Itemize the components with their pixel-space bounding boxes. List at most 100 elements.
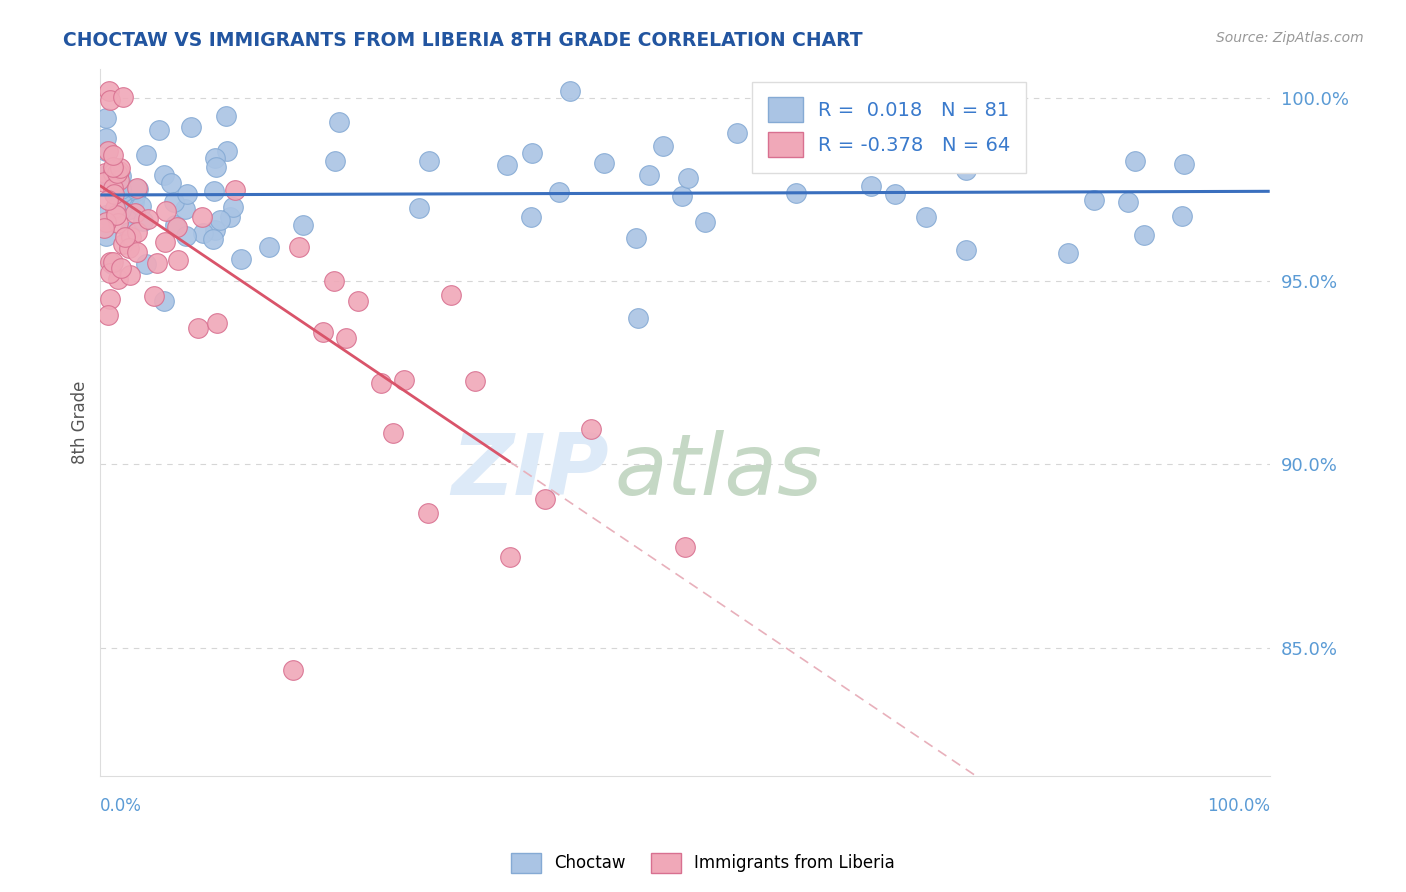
Point [108, 161, 131, 175]
Point [676, 171, 699, 186]
Point [1057, 245, 1080, 260]
Point [163, 195, 186, 210]
Point [323, 154, 346, 169]
Point [955, 243, 977, 257]
Point [110, 202, 132, 217]
Point [101, 148, 124, 162]
Point [201, 232, 224, 246]
Point [408, 202, 430, 216]
Point [124, 205, 146, 219]
Point [592, 155, 614, 169]
Point [969, 153, 991, 167]
Point [98, 292, 121, 306]
Point [135, 148, 157, 162]
Point [94, 215, 117, 229]
Point [1133, 228, 1156, 243]
Point [96, 144, 118, 158]
Point [671, 189, 693, 203]
Point [97, 308, 120, 322]
Point [100, 166, 122, 180]
Point [120, 202, 142, 216]
Point [97, 145, 120, 159]
Point [884, 186, 907, 201]
Point [98, 266, 121, 280]
Point [311, 325, 333, 339]
Point [108, 173, 131, 187]
Point [124, 182, 146, 196]
Point [416, 506, 439, 520]
Point [118, 225, 141, 239]
Point [785, 186, 807, 200]
Point [257, 240, 280, 254]
Point [1083, 193, 1105, 207]
Point [520, 210, 543, 224]
Point [110, 260, 132, 275]
Point [205, 160, 228, 174]
Point [103, 165, 125, 179]
Point [202, 185, 225, 199]
Point [112, 90, 135, 104]
Point [94, 166, 117, 180]
Point [124, 189, 146, 203]
Point [496, 158, 519, 172]
Y-axis label: 8th Grade: 8th Grade [72, 381, 89, 464]
Point [814, 147, 837, 161]
Text: 0.0%: 0.0% [100, 797, 142, 815]
Point [394, 373, 416, 387]
Point [955, 162, 977, 177]
Point [104, 201, 127, 215]
Text: atlas: atlas [614, 430, 823, 513]
Point [96, 131, 118, 145]
Point [93, 221, 115, 235]
Point [174, 228, 197, 243]
Point [93, 175, 115, 189]
Point [1173, 157, 1195, 171]
Point [103, 255, 125, 269]
Point [111, 237, 134, 252]
Point [440, 287, 463, 301]
Point [129, 199, 152, 213]
Point [725, 126, 748, 140]
Point [128, 182, 150, 196]
Point [1123, 154, 1146, 169]
Point [108, 163, 131, 178]
Point [370, 376, 392, 390]
Point [335, 331, 357, 345]
Point [533, 492, 555, 507]
Point [1170, 209, 1192, 223]
Point [131, 214, 153, 228]
Point [98, 83, 121, 97]
Point [915, 210, 938, 224]
Point [111, 190, 134, 204]
Point [651, 139, 673, 153]
Point [381, 425, 404, 440]
Point [105, 166, 128, 180]
Point [522, 146, 544, 161]
Point [97, 194, 120, 208]
Legend: R =  0.018   N = 81, R = -0.378   N = 64: R = 0.018 N = 81, R = -0.378 N = 64 [752, 82, 1026, 172]
Point [148, 122, 170, 136]
Point [103, 187, 125, 202]
Point [125, 225, 148, 239]
Point [191, 226, 214, 240]
Point [209, 213, 232, 227]
Point [221, 200, 243, 214]
Point [418, 153, 440, 168]
Point [205, 316, 228, 330]
Point [112, 186, 135, 200]
Point [96, 208, 118, 222]
Point [107, 216, 129, 230]
Point [124, 184, 146, 198]
Point [135, 258, 157, 272]
Point [153, 235, 176, 249]
Point [548, 185, 571, 199]
Point [107, 272, 129, 286]
Point [124, 194, 146, 209]
Text: ZIP: ZIP [451, 430, 609, 513]
Text: 100.0%: 100.0% [1206, 797, 1270, 815]
Point [174, 202, 197, 216]
Point [120, 230, 142, 244]
Point [219, 210, 242, 224]
Point [217, 144, 239, 158]
Point [291, 218, 314, 232]
